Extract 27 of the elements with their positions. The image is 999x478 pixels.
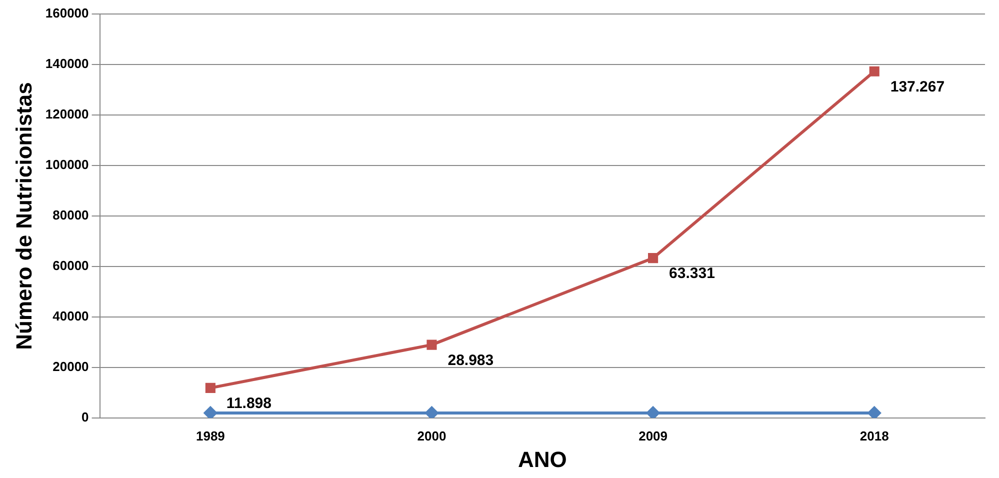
point xyxy=(425,406,438,418)
point xyxy=(426,340,437,350)
y-tick-label: 0 xyxy=(82,410,89,425)
y-tick-label: 100000 xyxy=(45,157,89,172)
point xyxy=(648,253,658,264)
x-tick-label: 2018 xyxy=(860,428,889,444)
y-axis-title: Número de Nutricionistas xyxy=(11,82,36,350)
point xyxy=(204,406,217,418)
data-label: 137.267 xyxy=(890,78,945,96)
y-tick-label: 120000 xyxy=(45,106,89,122)
y-tick-label: 140000 xyxy=(45,56,89,72)
y-tick-label: 160000 xyxy=(45,6,89,21)
point xyxy=(205,382,216,393)
data-label: 11.898 xyxy=(226,395,272,412)
point xyxy=(646,406,660,418)
x-tick-label: 2000 xyxy=(417,428,446,444)
y-tick-label: 60000 xyxy=(52,258,89,274)
y-tick-label: 40000 xyxy=(52,308,89,324)
y-tick-label: 20000 xyxy=(52,359,89,374)
x-tick-label: 1989 xyxy=(196,428,225,444)
point xyxy=(869,66,880,76)
x-axis-title: ANO xyxy=(518,446,567,472)
point xyxy=(868,406,881,418)
data-label: 28.983 xyxy=(448,352,494,369)
y-tick-label: 80000 xyxy=(52,208,89,223)
data-label: 63.331 xyxy=(669,265,715,282)
x-tick-label: 2009 xyxy=(638,428,668,444)
